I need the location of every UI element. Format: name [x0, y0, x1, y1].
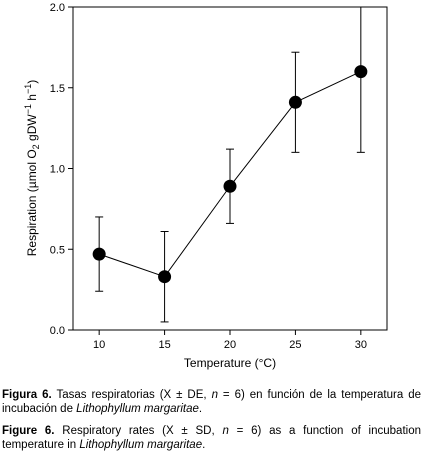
respiration-chart: 10 15 20 25 30 0.0 0.5 1.0 1.5 2.0 Temperature (…: [23, 2, 388, 370]
caption-en-text-3: .: [202, 439, 206, 451]
y-tick-label: 0.0: [50, 325, 65, 337]
y-axis-title: Respiration (µmol O2 gDW−1 h−1): [23, 80, 41, 257]
caption-es-species: Lithophyllum margaritae: [76, 403, 199, 415]
y-axis-ticks: 0.0 0.5 1.0 1.5 2.0: [50, 2, 73, 337]
caption-en-text-2: = 6) as a function of incubation tempera…: [2, 425, 421, 451]
y-tick-label: 2.0: [50, 2, 65, 14]
figure-caption-spanish: Figura 6. Tasas respiratorias (X ± DE, n…: [2, 388, 421, 416]
caption-en-species: Lithophyllum margaritae: [79, 439, 203, 451]
x-tick-label: 25: [289, 339, 301, 351]
caption-es-text-3: .: [198, 403, 203, 415]
caption-en-text-1: Respiratory rates (X ± SD,: [54, 425, 223, 437]
figure-caption-english: Figure 6. Respiratory rates (X ± SD, n =…: [2, 424, 421, 452]
caption-en-n: n: [222, 425, 229, 437]
x-axis-ticks: 10 15 20 25 30: [93, 330, 367, 351]
caption-en-label: Figure 6.: [2, 425, 55, 437]
caption-es-text-1: Tasas respiratorias (X ± DE,: [51, 389, 212, 401]
data-point: [158, 270, 172, 284]
data-point: [354, 65, 368, 79]
data-point: [223, 179, 237, 193]
data-series: [92, 6, 368, 323]
caption-es-text-2: = 6) en función de la temperatura de inc…: [2, 389, 421, 415]
y-tick-label: 0.5: [50, 244, 65, 256]
x-axis-title: Temperature (°C): [184, 356, 276, 370]
x-tick-label: 15: [158, 339, 170, 351]
x-tick-label: 10: [93, 339, 105, 351]
caption-es-label: Figura 6.: [2, 389, 52, 401]
data-point: [288, 95, 302, 109]
x-tick-label: 30: [355, 339, 367, 351]
y-tick-label: 1.5: [50, 83, 65, 95]
caption-es-n: n: [211, 389, 218, 401]
y-tick-label: 1.0: [50, 164, 65, 176]
data-point: [92, 247, 106, 261]
x-tick-label: 20: [224, 339, 236, 351]
